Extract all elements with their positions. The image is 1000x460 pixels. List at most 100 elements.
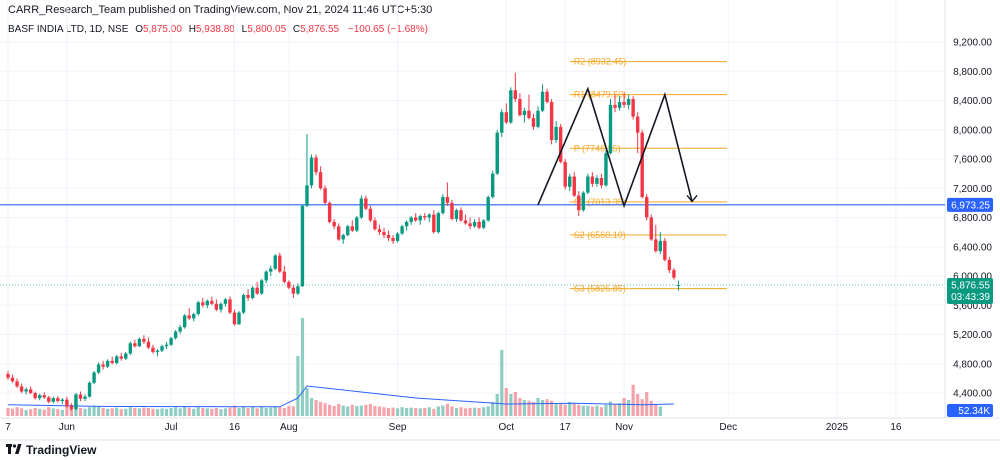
volume-ma-tag — [947, 404, 993, 417]
volume-bar — [160, 408, 164, 416]
volume-bar — [391, 407, 395, 416]
volume-bar — [169, 408, 173, 416]
x-tick-label: Aug — [280, 422, 298, 433]
volume-bar — [278, 407, 282, 416]
volume-bar — [631, 384, 635, 416]
candle-body — [332, 221, 336, 227]
volume-bar — [29, 409, 33, 416]
candle-body — [33, 393, 37, 399]
candle-body — [590, 176, 595, 184]
volume-bar — [201, 408, 205, 416]
volume-bar — [468, 408, 472, 416]
candle-body — [558, 126, 563, 162]
volume-bar — [350, 404, 354, 416]
volume-bar — [60, 410, 64, 416]
tradingview-footer[interactable]: TradingView — [6, 441, 96, 459]
pivot-label-s1: S1 (7013.35) — [574, 197, 626, 207]
volume-bar — [128, 407, 132, 416]
volume-bar — [405, 408, 409, 416]
volume-bar — [6, 408, 10, 416]
volume-bar — [368, 404, 372, 416]
candle-body — [137, 338, 142, 347]
volume-bar — [482, 407, 486, 416]
candle-body — [377, 229, 382, 233]
candle-body — [364, 198, 368, 209]
volume-bar — [323, 403, 327, 416]
candle-body — [355, 217, 359, 231]
candle-body — [572, 176, 576, 196]
y-tick-label: 4,800.00 — [953, 359, 992, 370]
volume-bar — [518, 398, 522, 416]
candle-body — [645, 197, 649, 218]
tradingview-logo-icon — [6, 444, 22, 456]
candle-body — [273, 255, 277, 269]
volume-bar — [183, 406, 187, 416]
volume-bar — [33, 408, 37, 416]
candle-body — [658, 240, 663, 252]
volume-bar — [337, 404, 341, 416]
candle-body — [404, 221, 409, 227]
candle-body — [495, 132, 499, 174]
volume-bar — [450, 406, 454, 416]
volume-bar — [164, 408, 169, 416]
volume-bar — [251, 407, 255, 416]
volume-ma-text: 52.34K — [958, 406, 990, 417]
candle-body — [69, 406, 74, 410]
volume-bar — [590, 406, 594, 416]
volume-bar — [359, 405, 363, 416]
x-tick-label: Sep — [389, 422, 407, 433]
candle-body — [219, 303, 223, 310]
volume-bar — [291, 406, 295, 416]
candle-body — [119, 356, 123, 359]
last-price-text: 5,876.55 — [951, 281, 990, 292]
y-tick-label: 6,800.00 — [953, 213, 992, 224]
candle-body — [395, 233, 400, 241]
candle-body — [400, 226, 404, 234]
volume-bar — [124, 408, 128, 416]
volume-bar — [622, 398, 626, 416]
volume-bar — [287, 406, 291, 416]
volume-bar — [187, 407, 191, 416]
candle-body — [19, 386, 24, 392]
candle-body — [336, 226, 341, 240]
candle-body — [640, 132, 644, 198]
candle-body — [604, 153, 608, 186]
candle-body — [608, 104, 613, 154]
volume-bar — [332, 406, 336, 416]
volume-bar — [454, 408, 459, 416]
volume-bar — [477, 408, 481, 416]
candle-body — [115, 356, 119, 364]
candle-body — [663, 240, 667, 260]
low-value: 5,800.05 — [247, 24, 287, 35]
candle-body — [504, 112, 508, 123]
y-tick-label: 8,000.00 — [953, 125, 992, 136]
candle-body — [522, 110, 527, 116]
volume-bar — [599, 407, 604, 416]
candle-body — [15, 381, 19, 387]
candle-body — [423, 216, 427, 218]
publisher-line: CARR_Research_Team published on TradingV… — [8, 4, 433, 16]
volume-bar — [604, 404, 608, 416]
volume-bar — [237, 408, 241, 416]
open-value: 5,875.00 — [142, 24, 182, 35]
candle-body — [241, 295, 246, 313]
volume-bar — [137, 408, 141, 416]
volume-bar — [346, 406, 350, 416]
x-tick-label: 7 — [5, 422, 11, 433]
volume-bar — [241, 406, 246, 416]
candle-body — [491, 173, 495, 198]
candle-body — [287, 281, 291, 288]
last-price-tag — [947, 278, 993, 305]
volume-bar — [24, 410, 28, 416]
close-value: 5,876.55 — [300, 24, 340, 35]
candle-body — [173, 331, 178, 339]
candle-body — [314, 157, 318, 173]
volume-bar — [550, 400, 554, 416]
candle-body — [599, 178, 604, 186]
y-tick-label: 6,000.00 — [953, 272, 992, 283]
volume-bar — [445, 404, 450, 416]
volume-bar — [228, 407, 232, 416]
volume-bar — [436, 406, 440, 416]
candle-body — [164, 344, 169, 347]
